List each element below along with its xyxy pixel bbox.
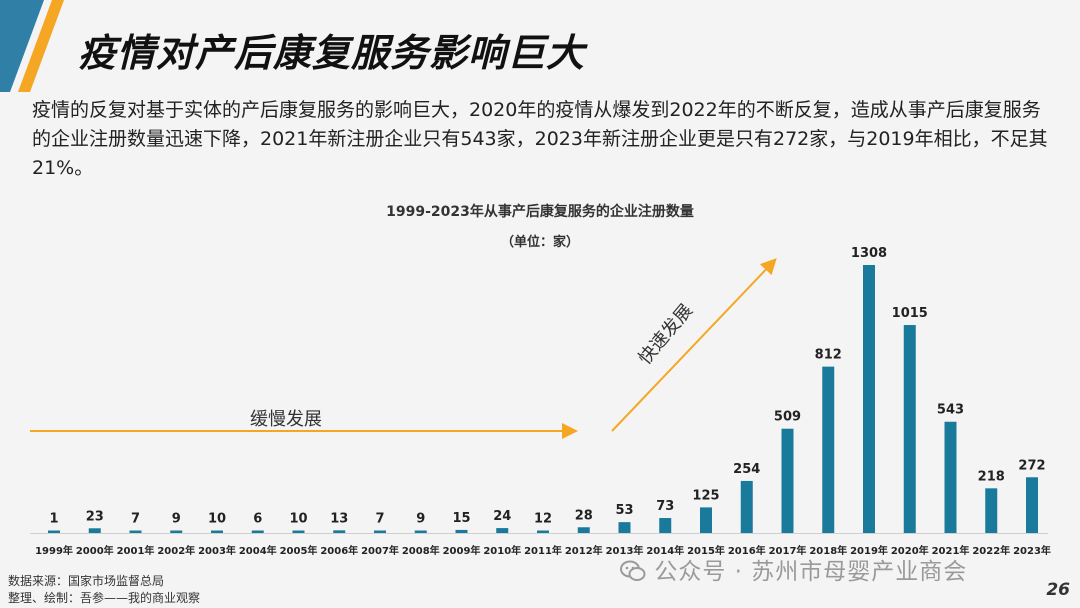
bar-1999年 — [48, 530, 60, 533]
x-tick-label: 2019年 — [850, 544, 888, 557]
bar-2020年 — [903, 325, 916, 533]
value-label: 543 — [937, 403, 964, 418]
wechat-icon — [620, 560, 646, 581]
x-tick-label: 2012年 — [565, 544, 603, 557]
bar-2016年 — [740, 480, 753, 533]
x-tick-label: 2003年 — [198, 544, 236, 557]
x-tick-label: 2001年 — [117, 544, 155, 557]
bar-2011年 — [537, 530, 549, 533]
x-tick-label: 2002年 — [157, 544, 195, 557]
value-label: 1015 — [892, 306, 928, 321]
x-tick-label: 1999年 — [35, 544, 73, 557]
value-label: 7 — [131, 512, 140, 527]
x-tick-label: 2018年 — [809, 544, 847, 557]
bar-2008年 — [414, 530, 427, 533]
x-tick-label: 2013年 — [606, 544, 644, 557]
x-tick-label: 2016年 — [728, 544, 766, 557]
bar-2018年 — [822, 366, 835, 533]
chart-title: 1999-2023年从事产后康复服务的企业注册数量 — [386, 204, 694, 220]
x-tick-label: 2022年 — [972, 544, 1010, 557]
value-label: 1308 — [851, 246, 887, 261]
value-label: 73 — [656, 499, 674, 514]
value-label: 9 — [172, 512, 181, 527]
x-tick-label: 2008年 — [402, 544, 440, 557]
bar-2012年 — [577, 527, 590, 533]
bar-2001年 — [129, 530, 142, 533]
bar-chart: 缓慢发展 快速发展 1 1999年 23 2000年 7 2001年 9 2002年 10 2003… — [30, 246, 1051, 557]
watermark: 公众号 · 苏州市母婴产业商会 — [620, 552, 967, 586]
x-tick-label: 2015年 — [687, 544, 725, 557]
x-tick-label: 2000年 — [76, 544, 114, 557]
bar-2002年 — [170, 530, 183, 533]
value-label: 10 — [289, 512, 307, 527]
x-tick-label: 2004年 — [239, 544, 277, 557]
watermark-text: 公众号 · 苏州市母婴产业商会 — [654, 559, 968, 585]
x-tick-label: 2014年 — [646, 544, 684, 557]
x-tick-label: 2010年 — [483, 544, 521, 557]
value-label: 13 — [330, 511, 348, 526]
bar-2005年 — [292, 530, 305, 533]
value-label: 12 — [534, 512, 552, 527]
x-tick-label: 2017年 — [769, 544, 807, 557]
bar-2004年 — [251, 530, 264, 533]
fast-growth-label: 快速发展 — [635, 300, 697, 369]
bar-2009年 — [455, 529, 468, 533]
bar-2013年 — [618, 522, 631, 533]
value-label: 23 — [86, 509, 104, 524]
value-label: 28 — [575, 508, 593, 523]
page-title: 疫情对产后康复服务影响巨大 — [78, 31, 586, 75]
bar-2000年 — [88, 528, 101, 533]
data-source: 数据来源：国家市场监督总局 — [8, 574, 165, 588]
x-tick-label: 2009年 — [443, 544, 481, 557]
value-label: 7 — [375, 512, 384, 527]
credit-line: 整理、绘制：吾参——我的商业观察 — [8, 591, 201, 605]
bar-2023年 — [1026, 477, 1038, 533]
bar-2015年 — [700, 507, 712, 533]
x-tick-label: 2023年 — [1013, 544, 1051, 557]
x-tick-label: 2011年 — [524, 544, 562, 557]
bar-2006年 — [333, 530, 346, 533]
slow-growth-label: 缓慢发展 — [250, 409, 322, 430]
value-label: 9 — [416, 512, 425, 527]
bar-2003年 — [211, 530, 223, 533]
bar-2014年 — [659, 518, 672, 533]
value-label: 24 — [493, 509, 511, 524]
value-label: 6 — [253, 512, 262, 527]
bar-2007年 — [374, 530, 386, 533]
value-label: 1 — [49, 512, 58, 527]
value-label: 125 — [692, 488, 719, 503]
x-tick-label: 2020年 — [891, 544, 929, 557]
bar-2010年 — [496, 528, 509, 533]
summary-paragraph: 疫情的反复对基于实体的产后康复服务的影响巨大，2020年的疫情从爆发到2022年… — [32, 99, 1048, 179]
value-label: 272 — [1018, 458, 1045, 473]
page-number: 26 — [1046, 580, 1070, 600]
x-tick-label: 2021年 — [932, 544, 970, 557]
x-tick-label: 2006年 — [320, 544, 358, 557]
value-label: 53 — [615, 503, 633, 518]
bar-2021年 — [944, 421, 957, 533]
x-tick-label: 2005年 — [280, 544, 318, 557]
chart-subtitle: （单位：家） — [500, 235, 579, 250]
value-label: 15 — [452, 511, 470, 526]
bar-2022年 — [985, 488, 998, 533]
value-label: 10 — [208, 512, 226, 527]
bar-2017年 — [781, 428, 794, 533]
bar-2019年 — [863, 265, 875, 533]
fast-growth-arrow — [611, 258, 777, 432]
x-tick-label: 2007年 — [361, 544, 399, 557]
header-stripe — [0, 0, 64, 92]
value-label: 218 — [978, 469, 1005, 484]
value-label: 254 — [733, 462, 760, 477]
value-label: 812 — [815, 348, 842, 363]
value-label: 509 — [774, 410, 801, 425]
